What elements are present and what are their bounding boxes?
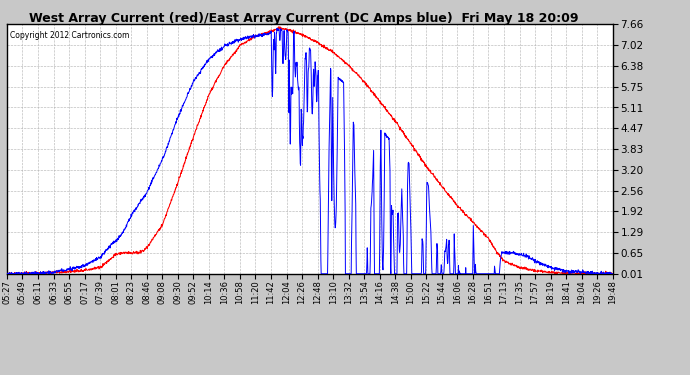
Text: West Array Current (red)/East Array Current (DC Amps blue)  Fri May 18 20:09: West Array Current (red)/East Array Curr… bbox=[29, 12, 578, 25]
Text: Copyright 2012 Cartronics.com: Copyright 2012 Cartronics.com bbox=[10, 31, 129, 40]
